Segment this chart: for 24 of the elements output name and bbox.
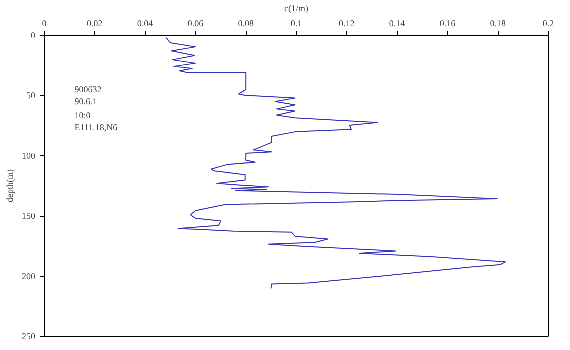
- y-axis-title: depth(m): [5, 169, 15, 202]
- y-tick-label: 150: [22, 211, 36, 222]
- x-tick-label: 0.16: [440, 18, 456, 28]
- y-tick-label: 0: [31, 30, 36, 40]
- x-tick-label: 0.1: [290, 18, 302, 28]
- x-tick-label: 0.06: [188, 18, 204, 28]
- x-axis-title: c(1/m): [284, 4, 309, 14]
- annotation: 10:0: [74, 110, 92, 121]
- x-tick-label: 0.08: [238, 18, 254, 28]
- y-tick-label: 50: [26, 90, 36, 101]
- x-tick-label: 0.14: [389, 18, 406, 28]
- y-tick-label: 100: [22, 150, 36, 161]
- line-series: [166, 37, 506, 290]
- y-tick-label: 200: [22, 271, 36, 282]
- x-tick-label: 0.02: [87, 18, 103, 28]
- annotation: 90.6.1: [74, 96, 98, 107]
- y-tick-label: 250: [22, 332, 36, 342]
- x-tick-label: 0.2: [542, 18, 554, 28]
- x-tick-label: 0.12: [339, 18, 355, 28]
- x-tick-label: 0.18: [490, 18, 506, 28]
- annotation: 900632: [74, 84, 102, 95]
- annotation: E111.18,N6: [74, 122, 118, 133]
- x-tick-label: 0: [42, 18, 48, 28]
- x-tick-label: 0.04: [137, 18, 154, 28]
